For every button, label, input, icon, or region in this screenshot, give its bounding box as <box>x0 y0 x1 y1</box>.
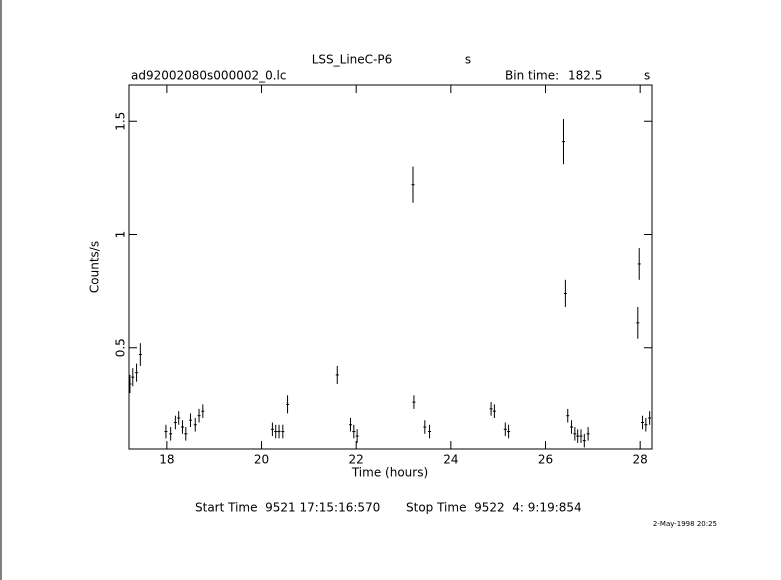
data-point <box>335 365 339 384</box>
data-point <box>189 413 193 428</box>
data-point <box>503 422 507 437</box>
data-point <box>586 427 590 441</box>
title-unit: s <box>465 53 471 67</box>
data-point <box>197 408 201 423</box>
chart-title: LSS_LineC-P6 <box>312 53 393 67</box>
data-point <box>138 343 142 366</box>
data-point <box>274 424 278 439</box>
data-point <box>582 433 586 448</box>
data-point <box>428 424 432 439</box>
data-point <box>286 395 290 414</box>
data-point <box>355 429 359 443</box>
data-point <box>423 420 427 434</box>
data-point <box>648 411 652 425</box>
data-point <box>180 420 184 434</box>
data-point <box>573 427 577 441</box>
data-point <box>636 306 640 339</box>
data-point <box>169 427 173 441</box>
data-point <box>412 395 416 409</box>
x-tick-label: 20 <box>254 453 269 467</box>
x-tick-label: 18 <box>159 453 174 467</box>
y-tick-label: 1.5 <box>113 112 127 131</box>
x-tick-label: 24 <box>443 453 458 467</box>
bin-time-label: Bin time: <box>505 69 559 83</box>
bin-time: 182.5 <box>568 69 602 83</box>
start-time: Start Time 9521 17:15:16:570 <box>195 501 380 515</box>
data-point <box>270 422 274 437</box>
data-point <box>277 424 281 439</box>
data-point <box>641 415 645 430</box>
data-point <box>131 368 135 387</box>
data-point <box>177 411 181 425</box>
data-point <box>164 424 168 439</box>
x-tick-label: 26 <box>538 453 553 467</box>
data-point <box>184 427 188 441</box>
data-point <box>135 363 139 382</box>
x-tick-label: 22 <box>349 453 364 467</box>
data-point <box>489 402 493 416</box>
data-point <box>579 429 583 443</box>
bin-time-unit: s <box>644 69 650 83</box>
stop-time: Stop Time 9522 4: 9:19:854 <box>406 501 582 515</box>
data-point <box>637 248 641 280</box>
data-point <box>566 408 570 423</box>
data-point <box>349 417 353 432</box>
data-point <box>561 118 565 165</box>
y-axis-label: Counts/s <box>88 241 102 293</box>
data-point <box>193 417 197 432</box>
x-axis-label: Time (hours) <box>351 466 428 480</box>
date-stamp: 2-May-1998 20:25 <box>653 520 717 528</box>
data-point <box>411 166 415 203</box>
x-tick-label: 28 <box>633 453 648 467</box>
data-point <box>570 420 574 434</box>
y-tick-label: 1 <box>114 231 128 239</box>
data-point <box>128 374 132 394</box>
data-point <box>563 279 567 307</box>
data-point <box>644 417 648 432</box>
data-point <box>201 404 205 418</box>
data-point <box>576 429 580 443</box>
data-point <box>507 424 511 439</box>
data-point <box>173 415 177 430</box>
y-tick-label: 0.5 <box>114 338 128 357</box>
plot-frame <box>128 84 653 450</box>
file-name: ad92002080s000002_0.lc <box>131 69 287 83</box>
data-point <box>352 424 356 439</box>
data-point <box>281 424 285 439</box>
data-point <box>492 404 496 418</box>
